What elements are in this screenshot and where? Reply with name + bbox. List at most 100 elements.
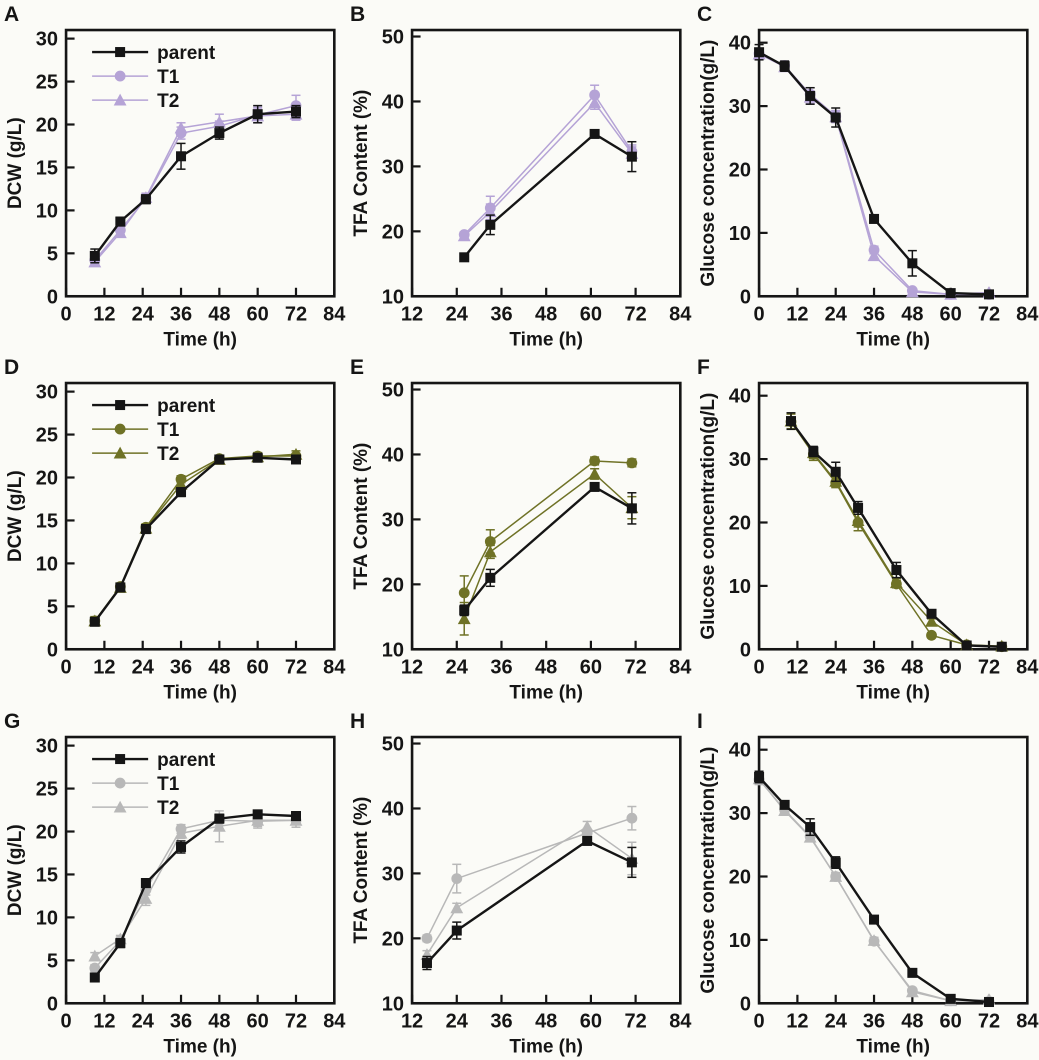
panel-label: D [4, 356, 19, 379]
data-point-marker [996, 642, 1007, 653]
data-point-marker [589, 455, 601, 467]
legend-marker-circle [114, 70, 126, 82]
x-tick-label: 84 [1016, 1010, 1039, 1032]
x-tick-label: 84 [323, 657, 346, 679]
series-parent [753, 770, 994, 1007]
data-point-marker [627, 151, 638, 162]
y-tick-label: 10 [728, 930, 750, 952]
series-T1 [89, 94, 302, 267]
y-axis-title: TFA Content (%) [351, 90, 372, 237]
x-tick-label: 72 [285, 657, 307, 679]
x-tick-label: 0 [61, 303, 72, 325]
y-tick-label: 10 [728, 576, 750, 598]
x-tick-label: 36 [170, 1010, 192, 1032]
data-point-marker [459, 605, 470, 616]
y-tick-label: 20 [36, 468, 58, 490]
data-point-marker [588, 467, 602, 480]
x-tick-label: 12 [401, 1010, 423, 1032]
series-line [93, 812, 297, 978]
data-point-marker [214, 454, 225, 465]
data-point-marker [252, 453, 263, 464]
data-point-marker [115, 937, 126, 948]
y-tick-label: 30 [382, 156, 404, 178]
data-point-marker [89, 972, 100, 983]
series-line [464, 101, 633, 237]
data-point-marker [804, 821, 815, 832]
y-tick-label: 40 [382, 91, 404, 113]
series-line [94, 819, 296, 957]
y-tick-label: 0 [47, 640, 58, 662]
x-tick-label: 24 [446, 303, 469, 325]
panel-label: C [697, 3, 712, 26]
series-line [93, 456, 297, 623]
panel-A: 0 12 24 36 48 60 72 84 0 5 10 15 20 25 30 Time (h) DCW (… [0, 0, 346, 353]
x-tick-label: 48 [535, 657, 557, 679]
y-tick-label: 50 [382, 27, 404, 49]
data-point-marker [214, 813, 225, 824]
y-tick-label: 20 [36, 821, 58, 843]
series-line [463, 132, 633, 259]
legend: parent T1 T2 [92, 43, 216, 112]
data-point-marker [627, 857, 638, 868]
y-axis-title: Glucose concentration(g/L) [698, 746, 719, 993]
data-point-marker [589, 482, 600, 493]
x-tick-label: 24 [824, 303, 847, 325]
data-point-marker [252, 808, 263, 819]
x-tick-label: 36 [170, 303, 192, 325]
data-point-marker [88, 949, 102, 962]
x-axis-title: Time (h) [163, 683, 237, 704]
x-tick-label: 36 [491, 657, 513, 679]
x-tick-label: 72 [625, 303, 647, 325]
series-parent [89, 808, 301, 983]
legend-label: parent [157, 750, 216, 771]
x-tick-label: 84 [1016, 303, 1039, 325]
data-point-marker [114, 224, 126, 236]
legend-label: T2 [157, 798, 179, 819]
x-axis-title: Time (h) [856, 329, 930, 350]
data-point-marker [139, 891, 153, 904]
x-tick-label: 24 [132, 303, 155, 325]
panel-B: 12 24 36 48 60 72 84 10 20 30 40 50 Time (h) TFA Cont… [346, 0, 692, 353]
y-tick-label: 20 [382, 221, 404, 243]
data-point-marker [906, 285, 918, 296]
panel-label: B [350, 3, 365, 26]
legend-item-T2: T2 [92, 444, 179, 465]
data-point-marker [452, 925, 463, 936]
data-point-marker [290, 106, 301, 117]
panel-C-chart: 0 12 24 36 48 60 72 84 0 10 20 30 40 Time (h) Glucose … [697, 3, 1039, 350]
x-tick-label: 12 [93, 1010, 115, 1032]
y-axis-title: DCW (g/L) [5, 471, 26, 563]
panel-H: 12 24 36 48 60 72 84 10 20 30 40 50 Time (h) TFA Cont… [346, 707, 692, 1060]
x-tick-label: 12 [786, 303, 808, 325]
x-tick-label: 36 [863, 303, 885, 325]
legend-label: parent [157, 43, 216, 64]
x-tick-label: 0 [61, 1010, 72, 1032]
series-T1 [785, 413, 1007, 653]
data-point-marker [830, 857, 841, 868]
panel-D-chart: 0 12 24 36 48 60 72 84 0 5 10 15 20 25 30 Time (h) DCW (… [4, 356, 346, 704]
y-tick-label: 0 [740, 993, 751, 1015]
data-point-marker [804, 830, 816, 842]
x-tick-label: 12 [401, 303, 423, 325]
x-tick-label: 60 [939, 657, 961, 679]
y-tick-label: 10 [36, 907, 58, 929]
legend-marker-triangle [113, 447, 127, 459]
x-tick-label: 84 [670, 303, 693, 325]
data-point-marker [459, 587, 470, 599]
x-tick-label: 12 [93, 657, 115, 679]
data-point-marker [175, 823, 187, 834]
series-line [757, 775, 989, 1003]
legend-marker-square [115, 47, 126, 58]
x-tick-label: 72 [978, 303, 1000, 325]
data-point-marker [458, 612, 471, 625]
panel-I: 0 12 24 36 48 60 72 84 0 10 20 30 40 Time (h) Glucose … [693, 707, 1039, 1060]
panel-D: 0 12 24 36 48 60 72 84 0 5 10 15 20 25 30 Time (h) DCW (… [0, 353, 346, 706]
y-tick-label: 20 [36, 115, 58, 137]
x-tick-label: 72 [285, 303, 307, 325]
panel-label: I [697, 710, 703, 733]
y-axis-title: Glucose concentration(g/L) [698, 393, 719, 640]
x-tick-label: 48 [901, 1010, 923, 1032]
x-tick-label: 60 [580, 1010, 602, 1032]
y-axis-title: TFA Content (%) [351, 796, 372, 943]
x-tick-label: 72 [625, 657, 647, 679]
